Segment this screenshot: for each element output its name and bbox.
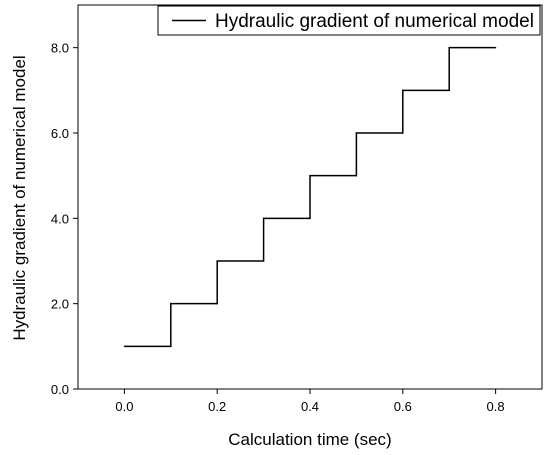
data-point	[402, 89, 404, 91]
data-point	[355, 132, 357, 134]
data-point	[448, 47, 450, 49]
x-tick-label: 0.2	[208, 399, 226, 414]
y-axis-ticks: 0.0 2.0 4.0 6.0 8.0	[51, 41, 78, 397]
data-point	[216, 260, 218, 262]
x-tick-label: 0.0	[115, 399, 133, 414]
y-axis-title: Hydraulic gradient of numerical model	[10, 55, 29, 340]
series-layer	[123, 46, 497, 348]
data-point	[309, 217, 311, 219]
x-tick-label: 0.6	[394, 399, 412, 414]
data-point	[216, 303, 218, 305]
data-point	[170, 345, 172, 347]
y-tick-label: 6.0	[51, 126, 69, 141]
x-tick-label: 0.8	[487, 399, 505, 414]
data-point	[170, 303, 172, 305]
legend-box	[157, 5, 541, 36]
legend: Hydraulic gradient of numerical model	[157, 5, 541, 36]
y-tick-label: 4.0	[51, 211, 69, 226]
data-point	[495, 47, 497, 49]
data-point	[263, 217, 265, 219]
x-tick-label: 0.4	[301, 399, 319, 414]
data-point	[263, 260, 265, 262]
y-tick-label: 0.0	[51, 382, 69, 397]
legend-entry-label: Hydraulic gradient of numerical model	[215, 11, 534, 32]
series-line-hydraulic-gradient	[124, 46, 496, 348]
data-point	[402, 132, 404, 134]
data-point	[355, 175, 357, 177]
y-tick-label: 8.0	[51, 41, 69, 56]
data-point	[309, 175, 311, 177]
y-tick-label: 2.0	[51, 297, 69, 312]
data-point	[123, 345, 125, 347]
x-axis-ticks: 0.0 0.2 0.4 0.6 0.8	[115, 389, 505, 414]
x-axis-title: Calculation time (sec)	[228, 430, 391, 449]
data-point	[448, 89, 450, 91]
